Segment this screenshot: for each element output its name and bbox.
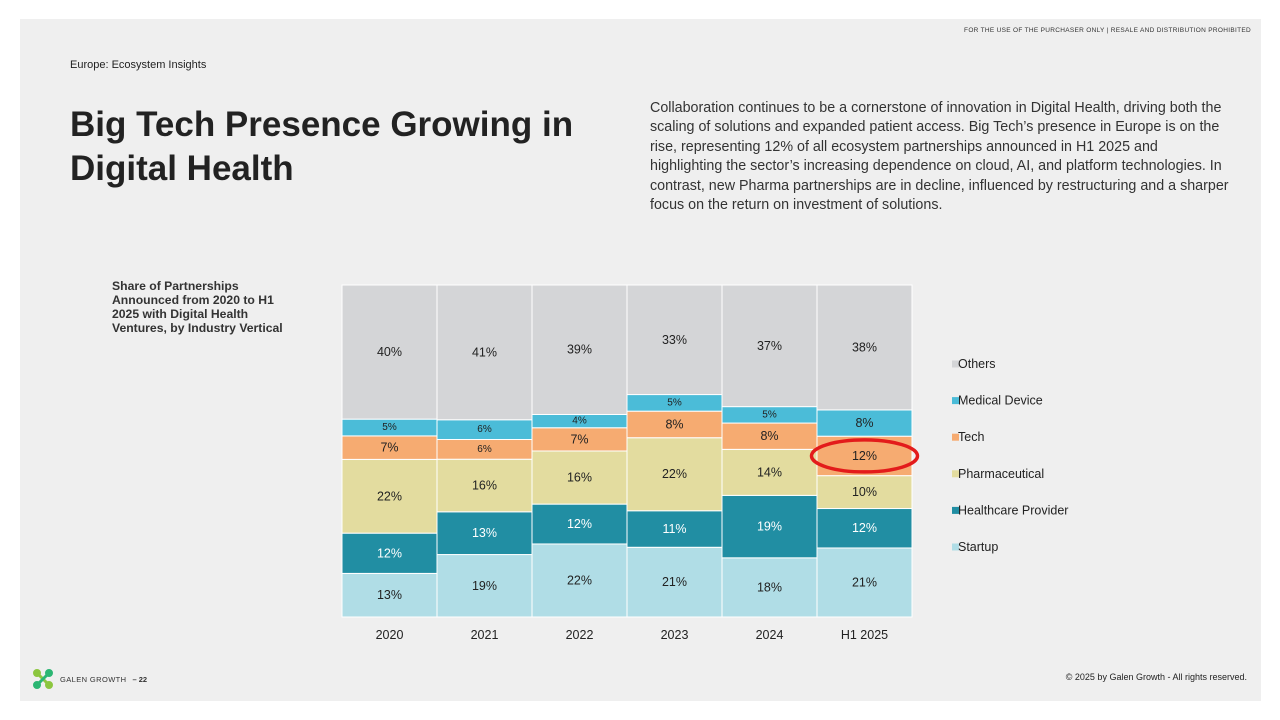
chart-caption: Share of Partnerships Announced from 202…	[112, 279, 283, 335]
bar-segment-healthcare-provider	[721, 494, 818, 559]
footer-brand: GALEN GROWTH – 22	[32, 668, 147, 690]
bar-segment-others	[531, 284, 628, 415]
data-label-startup: 21%	[852, 575, 877, 589]
legend-swatch-tech	[952, 433, 959, 441]
data-label-pharmaceutical: 10%	[852, 485, 877, 499]
legend-label-medical-device: Medical Device	[958, 394, 1043, 408]
data-label-healthcare-provider: 13%	[472, 526, 497, 540]
bar-segment-healthcare-provider	[816, 508, 913, 549]
data-label-pharmaceutical: 22%	[662, 467, 687, 481]
bar-segment-startup	[436, 554, 533, 618]
x-tick-label: 2020	[376, 628, 404, 642]
copyright: © 2025 by Galen Growth - All rights rese…	[1065, 672, 1247, 682]
data-label-tech: 8%	[760, 429, 778, 443]
data-label-startup: 21%	[662, 575, 687, 589]
bar-segment-medical-device	[816, 409, 913, 437]
legend-swatch-medical-device	[952, 397, 959, 405]
data-label-others: 40%	[377, 345, 402, 359]
data-label-others: 38%	[852, 340, 877, 354]
data-label-healthcare-provider: 11%	[662, 522, 686, 536]
data-label-startup: 13%	[377, 588, 402, 602]
bar-segment-tech	[626, 410, 723, 439]
bar-segment-others	[721, 284, 818, 408]
data-label-medical-device: 4%	[572, 416, 587, 427]
body-paragraph: Collaboration continues to be a cornerst…	[650, 100, 1229, 214]
bar-segment-tech	[721, 422, 818, 450]
data-label-medical-device: 5%	[762, 409, 777, 420]
x-tick-label: 2021	[471, 628, 499, 642]
data-label-pharmaceutical: 16%	[472, 479, 497, 493]
bar-segment-healthcare-provider	[531, 503, 628, 545]
data-label-tech: 7%	[570, 432, 588, 446]
legend-label-tech: Tech	[958, 430, 984, 444]
data-label-tech: 7%	[380, 441, 398, 455]
page-number: – 22	[132, 674, 148, 684]
bar-segment-startup	[626, 546, 723, 618]
legend-label-healthcare-provider: Healthcare Provider	[958, 503, 1068, 517]
x-tick-label: 2023	[661, 628, 689, 642]
data-label-healthcare-provider: 12%	[852, 521, 877, 535]
brand-name: GALEN GROWTH	[60, 674, 127, 684]
data-label-startup: 18%	[757, 580, 782, 594]
data-label-others: 41%	[472, 345, 497, 359]
bar-segment-pharmaceutical	[626, 437, 723, 512]
data-label-medical-device: 6%	[477, 424, 492, 435]
x-tick-label: 2022	[566, 628, 594, 642]
legend-label-startup: Startup	[958, 540, 998, 554]
data-label-startup: 19%	[472, 579, 497, 593]
data-label-healthcare-provider: 12%	[377, 546, 402, 560]
highlight-ellipse	[809, 438, 920, 474]
legend-label-pharmaceutical: Pharmaceutical	[958, 467, 1044, 481]
slide: FOR THE USE OF THE PURCHASER ONLY | RESA…	[20, 19, 1261, 701]
bar-segment-others	[626, 284, 723, 396]
data-label-medical-device: 8%	[855, 416, 873, 430]
x-tick-label: H1 2025	[841, 628, 888, 642]
bar-segment-others	[341, 284, 438, 420]
data-label-tech: 8%	[665, 417, 683, 431]
legend-swatch-pharmaceutical	[952, 470, 959, 478]
data-label-others: 39%	[567, 343, 592, 357]
section-label: Europe: Ecosystem Insights	[70, 59, 207, 71]
bar-segment-startup	[531, 543, 628, 618]
data-label-tech: 12%	[852, 449, 877, 463]
bar-segment-others	[436, 284, 533, 421]
legend-swatch-healthcare-provider	[952, 506, 959, 514]
data-label-pharmaceutical: 22%	[377, 489, 402, 503]
disclaimer: FOR THE USE OF THE PURCHASER ONLY | RESA…	[964, 27, 1251, 34]
bar-segment-others	[816, 284, 913, 411]
legend-label-others: Others	[958, 357, 996, 371]
data-label-pharmaceutical: 14%	[757, 465, 782, 479]
galen-growth-logo-icon	[33, 669, 53, 689]
legend-swatch-startup	[952, 543, 959, 551]
data-label-tech: 6%	[477, 444, 492, 455]
bar-segment-pharmaceutical	[341, 458, 438, 534]
legend-swatch-others	[952, 360, 959, 368]
page-title: Big Tech Presence Growing in Digital Hea…	[70, 105, 574, 188]
data-label-pharmaceutical: 16%	[567, 471, 592, 485]
data-label-medical-device: 5%	[667, 397, 682, 408]
x-tick-label: 2024	[756, 628, 784, 642]
bar-segment-startup	[341, 572, 438, 618]
data-label-medical-device: 5%	[382, 422, 397, 433]
data-label-healthcare-provider: 19%	[757, 520, 782, 534]
data-label-others: 33%	[662, 333, 687, 347]
data-label-healthcare-provider: 12%	[567, 517, 592, 531]
data-label-others: 37%	[757, 339, 782, 353]
stacked-bar-chart: 13% 12% 22% 7% 5% 40% 2020 19% 13% 16% 6% 6% 41% 2021…	[341, 284, 1068, 642]
data-label-startup: 22%	[567, 573, 592, 587]
